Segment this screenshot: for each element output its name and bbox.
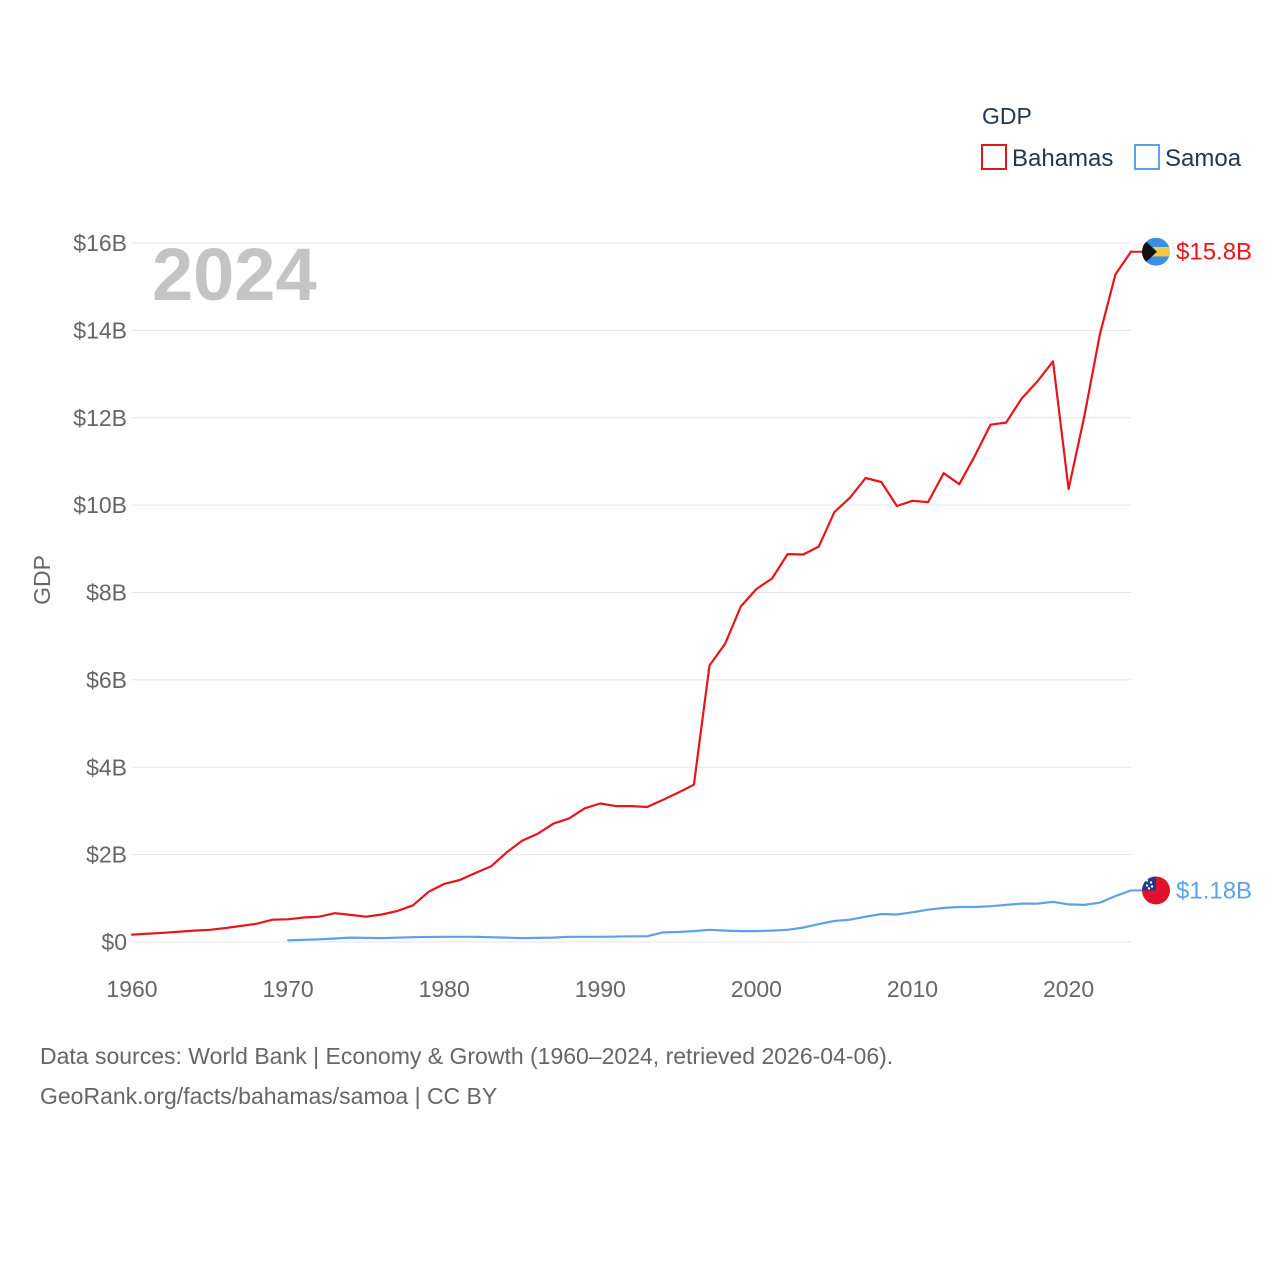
y-tick-label: $6B	[86, 667, 127, 693]
bahamas-flag-icon	[1142, 237, 1170, 266]
series-line-bahamas	[130, 250, 1133, 936]
x-tick-label: 1980	[419, 976, 470, 1002]
y-tick-label: $2B	[86, 842, 127, 868]
y-tick-label: $16B	[73, 230, 127, 256]
year-label: 2024	[152, 233, 317, 316]
legend-label: Bahamas	[1012, 145, 1113, 172]
end-markers: $15.8B $1.18B	[1131, 237, 1252, 905]
y-tick-label: $8B	[86, 580, 127, 606]
legend-item-bahamas[interactable]: Bahamas	[981, 144, 1113, 172]
y-tick-label: $10B	[73, 492, 127, 518]
x-tick-label: 2010	[887, 976, 938, 1002]
series-line-samoa	[287, 889, 1133, 942]
y-axis-title: GDP	[29, 555, 55, 605]
samoa-flag-icon	[1142, 876, 1170, 905]
series	[130, 250, 1133, 942]
legend-item-samoa[interactable]: Samoa	[1134, 144, 1242, 172]
y-tick-label: $12B	[73, 405, 127, 431]
legend-swatch	[981, 144, 1007, 170]
x-tick-label: 2020	[1043, 976, 1094, 1002]
x-tick-label: 1990	[575, 976, 626, 1002]
y-tick-label: $0	[101, 929, 127, 955]
end-value-label: $15.8B	[1176, 239, 1252, 266]
legend[interactable]: GDP Bahamas Samoa	[981, 103, 1242, 172]
end-value-label: $1.18B	[1176, 877, 1252, 904]
legend-swatch	[1134, 144, 1160, 170]
x-tick-label: 1970	[263, 976, 314, 1002]
footer-attribution[interactable]: GeoRank.org/facts/bahamas/samoa | CC BY	[40, 1083, 498, 1109]
y-tick-label: $4B	[86, 754, 127, 780]
x-tick-label: 2000	[731, 976, 782, 1002]
footer-sources: Data sources: World Bank | Economy & Gro…	[40, 1043, 894, 1069]
axes: $0 $2B $4B $6B $8B $10B $12B $14B $16B 1960 1970 19…	[73, 230, 1094, 1002]
legend-label: Samoa	[1165, 145, 1242, 172]
gridlines	[132, 242, 1131, 943]
gdp-line-chart: $0 $2B $4B $6B $8B $10B $12B $14B $16B 1960 1970 19…	[29, 103, 1252, 1002]
legend-title: GDP	[982, 103, 1032, 129]
x-tick-label: 1960	[106, 976, 157, 1002]
y-tick-label: $14B	[73, 317, 127, 343]
